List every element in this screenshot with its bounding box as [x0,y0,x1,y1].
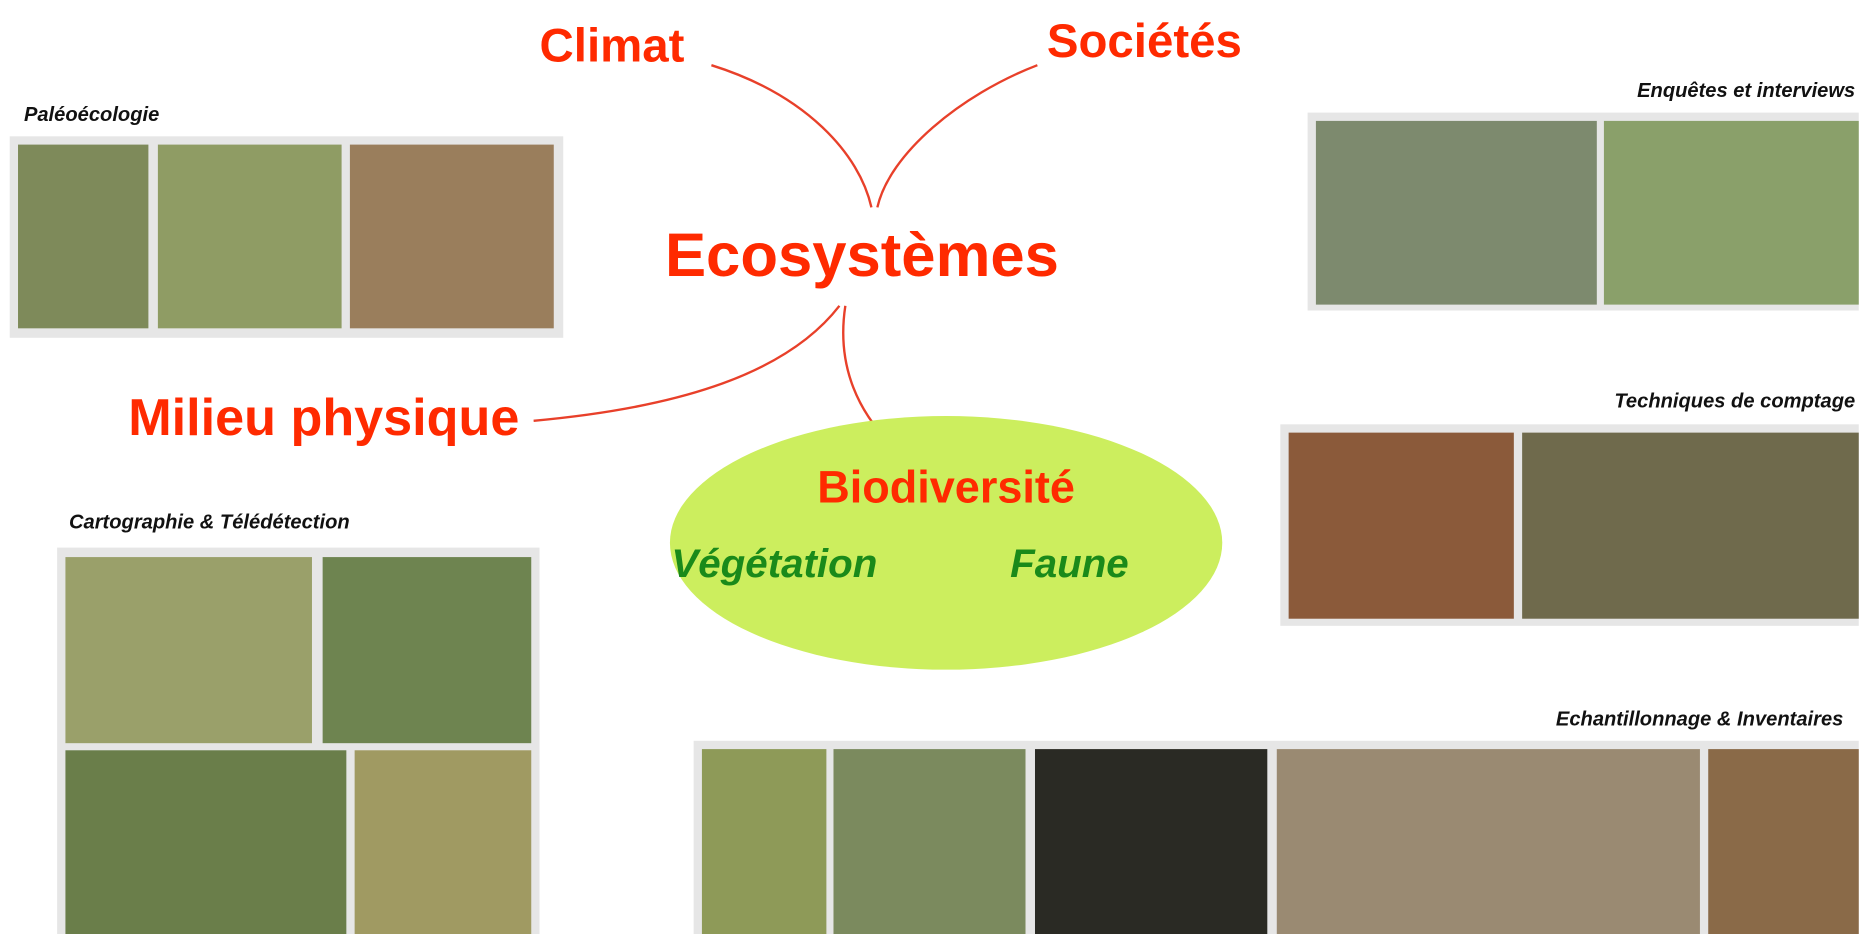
photos-carto [57,547,540,934]
caption: Paléoécologie [24,104,159,126]
biodiversity-title: Biodiversité [817,462,1075,513]
connector [533,305,841,422]
caption: Cartographie & Télédétection [69,512,350,534]
connector [876,64,1038,208]
center: Ecosystèmes [665,221,1059,290]
photos-comptage [1280,424,1859,626]
biodiversity-ellipse [669,416,1223,670]
photos-echant [693,740,1859,934]
photos-paleo [9,136,564,338]
photos-enquetes [1307,112,1859,311]
branch: Milieu physique [128,389,519,447]
biodiversity-item: Végétation [671,541,877,586]
caption: Echantillonnage & Inventaires [1556,708,1843,730]
branch: Climat [540,20,685,73]
branch: Sociétés [1047,15,1242,68]
biodiversity-item: Faune [1010,541,1129,586]
caption: Techniques de comptage [1614,391,1855,413]
caption: Enquêtes et interviews [1637,80,1855,102]
connector [711,64,873,208]
